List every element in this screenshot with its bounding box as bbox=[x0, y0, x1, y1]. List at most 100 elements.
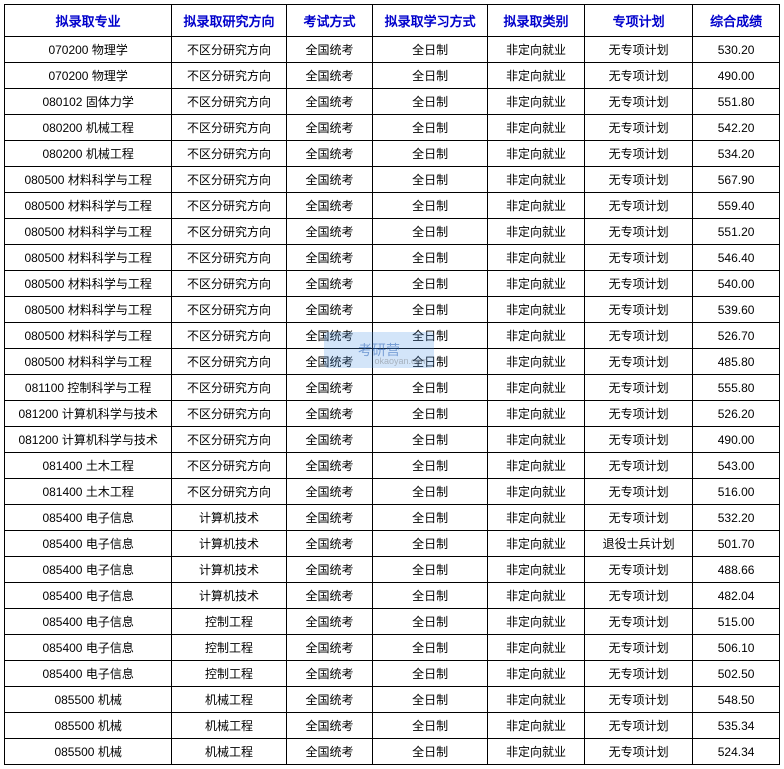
table-cell: 不区分研究方向 bbox=[172, 141, 286, 167]
table-cell: 全国统考 bbox=[286, 89, 373, 115]
table-cell: 080500 材料科学与工程 bbox=[5, 245, 172, 271]
table-cell: 559.40 bbox=[693, 193, 780, 219]
table-cell: 无专项计划 bbox=[585, 375, 693, 401]
table-cell: 不区分研究方向 bbox=[172, 453, 286, 479]
table-cell: 085400 电子信息 bbox=[5, 661, 172, 687]
table-cell: 全国统考 bbox=[286, 661, 373, 687]
table-cell: 全日制 bbox=[373, 245, 487, 271]
table-cell: 080500 材料科学与工程 bbox=[5, 297, 172, 323]
table-cell: 532.20 bbox=[693, 505, 780, 531]
table-cell: 控制工程 bbox=[172, 609, 286, 635]
table-cell: 非定向就业 bbox=[487, 687, 584, 713]
table-row: 085500 机械机械工程全国统考全日制非定向就业无专项计划548.50 bbox=[5, 687, 780, 713]
table-cell: 无专项计划 bbox=[585, 271, 693, 297]
table-cell: 计算机技术 bbox=[172, 583, 286, 609]
table-cell: 全国统考 bbox=[286, 115, 373, 141]
table-cell: 085400 电子信息 bbox=[5, 505, 172, 531]
table-cell: 不区分研究方向 bbox=[172, 219, 286, 245]
table-cell: 全日制 bbox=[373, 635, 487, 661]
table-row: 085400 电子信息计算机技术全国统考全日制非定向就业无专项计划488.66 bbox=[5, 557, 780, 583]
table-row: 085400 电子信息计算机技术全国统考全日制非定向就业退役士兵计划501.70 bbox=[5, 531, 780, 557]
table-cell: 506.10 bbox=[693, 635, 780, 661]
table-cell: 无专项计划 bbox=[585, 167, 693, 193]
table-cell: 非定向就业 bbox=[487, 271, 584, 297]
table-cell: 非定向就业 bbox=[487, 401, 584, 427]
table-cell: 502.50 bbox=[693, 661, 780, 687]
table-cell: 539.60 bbox=[693, 297, 780, 323]
table-cell: 070200 物理学 bbox=[5, 37, 172, 63]
table-row: 085500 机械机械工程全国统考全日制非定向就业无专项计划524.34 bbox=[5, 739, 780, 765]
table-cell: 不区分研究方向 bbox=[172, 349, 286, 375]
table-cell: 全日制 bbox=[373, 739, 487, 765]
table-cell: 非定向就业 bbox=[487, 245, 584, 271]
header-direction: 拟录取研究方向 bbox=[172, 5, 286, 37]
table-cell: 非定向就业 bbox=[487, 193, 584, 219]
table-cell: 490.00 bbox=[693, 63, 780, 89]
table-cell: 085500 机械 bbox=[5, 739, 172, 765]
table-cell: 全国统考 bbox=[286, 427, 373, 453]
table-cell: 无专项计划 bbox=[585, 427, 693, 453]
header-category: 拟录取类别 bbox=[487, 5, 584, 37]
table-row: 081100 控制科学与工程不区分研究方向全国统考全日制非定向就业无专项计划55… bbox=[5, 375, 780, 401]
table-cell: 非定向就业 bbox=[487, 739, 584, 765]
table-cell: 全国统考 bbox=[286, 219, 373, 245]
table-cell: 不区分研究方向 bbox=[172, 479, 286, 505]
table-cell: 不区分研究方向 bbox=[172, 115, 286, 141]
table-cell: 全国统考 bbox=[286, 141, 373, 167]
table-cell: 无专项计划 bbox=[585, 739, 693, 765]
table-cell: 080500 材料科学与工程 bbox=[5, 219, 172, 245]
table-container: 拟录取专业 拟录取研究方向 考试方式 拟录取学习方式 拟录取类别 专项计划 综合… bbox=[4, 4, 780, 765]
table-cell: 全日制 bbox=[373, 609, 487, 635]
table-cell: 501.70 bbox=[693, 531, 780, 557]
header-row: 拟录取专业 拟录取研究方向 考试方式 拟录取学习方式 拟录取类别 专项计划 综合… bbox=[5, 5, 780, 37]
table-cell: 非定向就业 bbox=[487, 635, 584, 661]
table-cell: 无专项计划 bbox=[585, 141, 693, 167]
table-cell: 085400 电子信息 bbox=[5, 531, 172, 557]
table-cell: 081400 土木工程 bbox=[5, 479, 172, 505]
table-cell: 计算机技术 bbox=[172, 557, 286, 583]
table-cell: 机械工程 bbox=[172, 713, 286, 739]
table-cell: 不区分研究方向 bbox=[172, 427, 286, 453]
table-cell: 全日制 bbox=[373, 167, 487, 193]
table-cell: 全国统考 bbox=[286, 505, 373, 531]
table-cell: 485.80 bbox=[693, 349, 780, 375]
table-cell: 无专项计划 bbox=[585, 713, 693, 739]
table-cell: 全国统考 bbox=[286, 297, 373, 323]
table-cell: 无专项计划 bbox=[585, 219, 693, 245]
table-cell: 全国统考 bbox=[286, 63, 373, 89]
table-cell: 非定向就业 bbox=[487, 609, 584, 635]
table-cell: 不区分研究方向 bbox=[172, 245, 286, 271]
table-row: 085400 电子信息控制工程全国统考全日制非定向就业无专项计划515.00 bbox=[5, 609, 780, 635]
table-cell: 全国统考 bbox=[286, 635, 373, 661]
table-row: 085500 机械机械工程全国统考全日制非定向就业无专项计划535.34 bbox=[5, 713, 780, 739]
table-cell: 全日制 bbox=[373, 479, 487, 505]
header-major: 拟录取专业 bbox=[5, 5, 172, 37]
table-cell: 全日制 bbox=[373, 687, 487, 713]
table-cell: 非定向就业 bbox=[487, 141, 584, 167]
table-cell: 515.00 bbox=[693, 609, 780, 635]
table-cell: 计算机技术 bbox=[172, 531, 286, 557]
table-cell: 080500 材料科学与工程 bbox=[5, 271, 172, 297]
table-cell: 085500 机械 bbox=[5, 687, 172, 713]
table-row: 080500 材料科学与工程不区分研究方向全国统考全日制非定向就业无专项计划52… bbox=[5, 323, 780, 349]
table-cell: 无专项计划 bbox=[585, 479, 693, 505]
table-cell: 无专项计划 bbox=[585, 661, 693, 687]
table-cell: 全日制 bbox=[373, 271, 487, 297]
table-cell: 490.00 bbox=[693, 427, 780, 453]
table-cell: 全国统考 bbox=[286, 401, 373, 427]
table-cell: 非定向就业 bbox=[487, 479, 584, 505]
table-cell: 全日制 bbox=[373, 505, 487, 531]
table-cell: 全国统考 bbox=[286, 713, 373, 739]
table-cell: 全国统考 bbox=[286, 245, 373, 271]
table-cell: 非定向就业 bbox=[487, 583, 584, 609]
table-cell: 全日制 bbox=[373, 583, 487, 609]
table-cell: 全日制 bbox=[373, 141, 487, 167]
table-cell: 526.20 bbox=[693, 401, 780, 427]
table-cell: 全日制 bbox=[373, 323, 487, 349]
table-cell: 全日制 bbox=[373, 401, 487, 427]
table-row: 080500 材料科学与工程不区分研究方向全国统考全日制非定向就业无专项计划54… bbox=[5, 271, 780, 297]
table-cell: 080500 材料科学与工程 bbox=[5, 323, 172, 349]
table-cell: 机械工程 bbox=[172, 687, 286, 713]
table-cell: 085400 电子信息 bbox=[5, 609, 172, 635]
table-cell: 非定向就业 bbox=[487, 63, 584, 89]
